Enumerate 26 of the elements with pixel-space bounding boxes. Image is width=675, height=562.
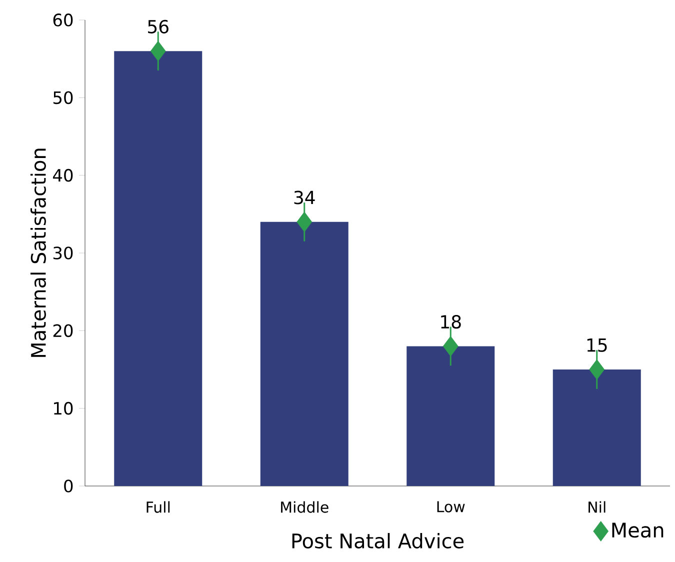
x-tick-label: Middle xyxy=(281,501,328,513)
x-tick-label: Nil xyxy=(588,501,606,513)
y-tick-label: 40 xyxy=(52,168,73,182)
bar xyxy=(114,51,202,486)
point xyxy=(442,336,458,356)
bar xyxy=(406,346,495,486)
x-tick-label: Full xyxy=(146,501,170,513)
y-tick-label: 20 xyxy=(53,324,73,338)
y-tick-label: 50 xyxy=(53,91,73,104)
point xyxy=(589,359,605,380)
data-label: 34 xyxy=(294,190,315,204)
point xyxy=(150,40,166,62)
y-axis-title: Maternal Satisfaction xyxy=(30,148,46,357)
y-tick-label: 60 xyxy=(53,14,73,26)
data-label: 18 xyxy=(441,314,461,329)
point xyxy=(296,212,312,232)
x-tick-label: Low xyxy=(437,501,465,512)
data-label: 56 xyxy=(148,20,168,34)
bar xyxy=(552,370,641,486)
bar xyxy=(260,222,348,486)
legend-label: Mean xyxy=(612,522,664,538)
x-axis-title: Post Natal Advice xyxy=(292,533,464,548)
y-tick-label: 0 xyxy=(64,480,73,492)
data-label: 15 xyxy=(587,338,607,352)
y-tick-label: 30 xyxy=(53,246,73,260)
y-tick-label: 10 xyxy=(54,402,73,415)
